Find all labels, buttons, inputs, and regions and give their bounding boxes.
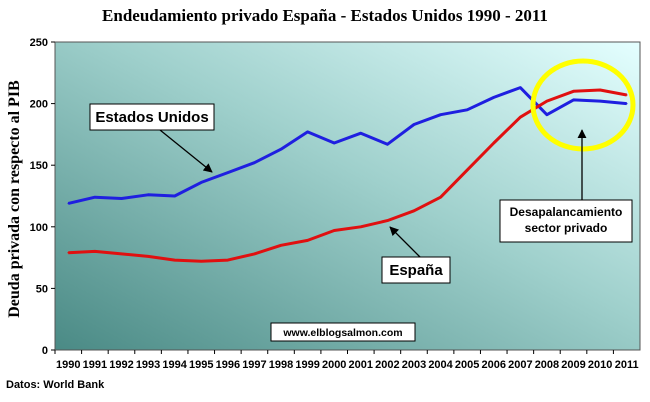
data-point — [519, 86, 522, 89]
data-point — [413, 123, 415, 126]
x-tick-label: 1999 — [295, 359, 319, 371]
x-tick-label: 1992 — [109, 359, 133, 371]
data-point — [333, 142, 336, 144]
data-point — [386, 143, 389, 146]
data-point — [147, 255, 149, 258]
chart-title: Endeudamiento privado España - Estados U… — [102, 6, 548, 25]
data-point — [306, 239, 309, 242]
x-tick-label: 2001 — [349, 359, 373, 371]
data-point — [306, 131, 309, 133]
x-ticks: 1990 1991 1992 1993 1994 1995 1996 1997 1998 1999… — [54, 350, 639, 371]
data-point — [280, 244, 282, 247]
y-tick-label: 100 — [30, 222, 48, 234]
y-tick-label: 200 — [30, 99, 48, 111]
data-point — [67, 251, 70, 254]
highlight-ellipse — [530, 58, 636, 152]
data-point — [413, 209, 415, 212]
data-point — [120, 253, 123, 255]
x-tick-label: 1995 — [189, 359, 213, 371]
us-label-text: Estados Unidos — [95, 109, 208, 126]
x-tick-label: 2008 — [535, 359, 559, 371]
data-point — [439, 113, 442, 116]
x-tick-label: 2005 — [455, 359, 479, 371]
y-tick-label: 0 — [42, 345, 48, 357]
data-point — [253, 253, 256, 255]
data-point — [67, 202, 70, 205]
x-tick-label: 2011 — [615, 359, 639, 371]
data-point — [546, 100, 548, 102]
data-point — [147, 193, 149, 196]
us-arrow — [159, 129, 213, 173]
watermark: www.elblogsalmon.com — [270, 322, 416, 342]
data-point — [253, 161, 256, 164]
data-point — [466, 169, 468, 171]
x-tick-label: 2010 — [588, 359, 612, 371]
data-point — [227, 259, 229, 261]
data-point — [492, 96, 495, 99]
y-tick-label: 50 — [36, 283, 48, 295]
data-point — [280, 148, 282, 150]
data-point — [359, 226, 362, 228]
data-point — [94, 196, 96, 199]
data-point — [492, 142, 495, 144]
data-point — [625, 94, 628, 96]
x-tick-label: 2007 — [508, 359, 532, 371]
data-point — [625, 102, 628, 105]
data-point — [599, 100, 601, 102]
watermark-text: www.elblogsalmon.com — [282, 327, 402, 339]
es-label-text: España — [389, 262, 443, 279]
y-ticks: 0 50 100 150 200 250 — [30, 37, 55, 357]
x-tick-label: 2006 — [482, 359, 506, 371]
data-point — [359, 132, 362, 134]
data-point — [200, 181, 203, 184]
x-tick-label: 2000 — [322, 359, 346, 371]
x-tick-label: 2009 — [561, 359, 585, 371]
es-label-box: España — [381, 256, 451, 284]
data-point — [572, 90, 575, 93]
es-arrow — [389, 226, 421, 258]
x-tick-label: 2002 — [375, 359, 399, 371]
delev-label-line2: sector privado — [525, 221, 608, 235]
data-point — [546, 113, 548, 116]
source-note: Datos: World Bank — [6, 379, 105, 391]
x-tick-label: 1996 — [216, 359, 240, 371]
data-point — [120, 197, 123, 200]
data-point — [173, 195, 176, 197]
x-tick-label: 1990 — [56, 359, 80, 371]
x-tick-label: 1997 — [242, 359, 266, 371]
x-tick-label: 2004 — [428, 359, 453, 371]
y-tick-label: 250 — [30, 37, 48, 49]
x-tick-label: 1994 — [162, 359, 187, 371]
data-point — [466, 108, 468, 111]
delev-label-box: Desapalancamiento sector privado — [499, 199, 633, 243]
data-point — [519, 116, 522, 118]
data-point — [227, 171, 229, 174]
data-point — [439, 196, 442, 199]
y-tick-label: 150 — [30, 160, 48, 172]
data-point — [333, 229, 336, 232]
x-tick-label: 1991 — [83, 359, 107, 371]
data-point — [386, 219, 389, 222]
data-point — [200, 260, 203, 263]
x-tick-label: 2003 — [402, 359, 426, 371]
data-point — [599, 89, 601, 91]
data-point — [94, 250, 96, 253]
data-point — [572, 99, 575, 101]
x-tick-label: 1998 — [269, 359, 293, 371]
x-tick-label: 1993 — [136, 359, 160, 371]
us-label-box: Estados Unidos — [89, 103, 215, 131]
delev-label-line1: Desapalancamiento — [510, 205, 623, 219]
data-point — [173, 259, 176, 261]
